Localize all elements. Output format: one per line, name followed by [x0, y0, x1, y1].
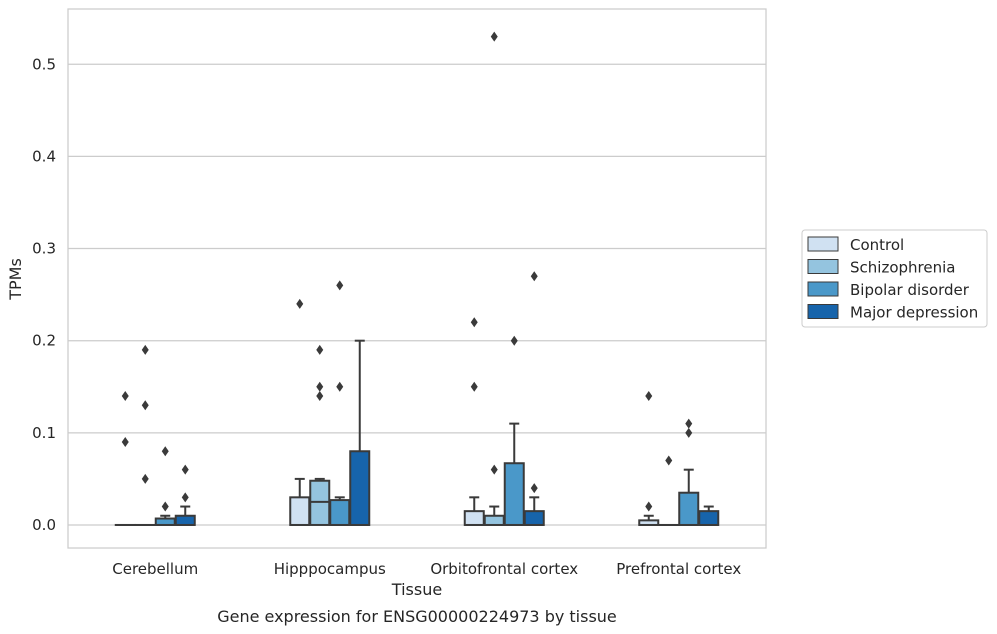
outlier-point	[685, 427, 693, 438]
y-tick-labels: 0.0 0.1 0.2 0.3 0.4 0.5	[32, 55, 56, 534]
box-2-0	[463, 317, 485, 526]
box	[329, 499, 351, 526]
outlier-point	[510, 335, 518, 346]
outlier-point	[490, 31, 498, 42]
y-axis-label: TPMs	[6, 258, 25, 301]
box-3-0	[638, 390, 660, 526]
legend-frame	[801, 229, 988, 328]
box	[523, 510, 545, 526]
x-axis-label: Tissue	[391, 580, 442, 599]
chart-caption: Gene expression for ENSG00000224973 by t…	[217, 607, 617, 626]
outlier-point	[141, 344, 149, 355]
box-2-3	[523, 271, 545, 526]
box	[349, 450, 371, 526]
box-1-1	[309, 344, 331, 526]
box-1-0	[289, 298, 311, 526]
outlier-point	[645, 501, 653, 512]
outlier-point	[316, 390, 324, 401]
outlier-point	[530, 483, 538, 494]
outlier-point	[316, 381, 324, 392]
legend-entry: Major depression	[850, 304, 978, 322]
box-1-2	[329, 280, 351, 526]
box-3-3	[698, 505, 720, 526]
box-2-1	[483, 31, 505, 526]
box-3-1	[658, 455, 680, 526]
outlier-point	[336, 381, 344, 392]
box	[698, 510, 720, 526]
box	[463, 510, 485, 526]
y-tick-label: 0.5	[32, 55, 56, 73]
outlier-point	[645, 390, 653, 401]
outlier-point	[336, 280, 344, 291]
box-1-3	[349, 339, 371, 526]
legend-entry: Control	[850, 236, 904, 254]
y-tick-label: 0.4	[32, 147, 56, 165]
box-0-2	[154, 446, 176, 526]
legend-swatch	[807, 304, 839, 319]
outlier-point	[296, 298, 304, 309]
legend-entry: Bipolar disorder	[850, 281, 970, 299]
box	[678, 491, 700, 526]
box-0-1	[134, 344, 156, 526]
x-tick-label: Orbitofrontal cortex	[430, 560, 578, 578]
legend-swatch	[807, 236, 839, 252]
legend-entry: Schizophrenia	[850, 259, 955, 277]
legend-swatch	[807, 259, 839, 274]
box-0-3	[174, 464, 196, 526]
box-3-2	[678, 418, 700, 526]
outlier-point	[161, 501, 169, 512]
x-tick-labels: Cerebellum Hipppocampus Orbitofrontal cort…	[112, 560, 741, 578]
box	[289, 496, 311, 526]
x-tick-label: Hipppocampus	[274, 560, 386, 578]
box	[503, 462, 525, 526]
y-tick-label: 0.1	[32, 424, 56, 442]
outlier-point	[685, 418, 693, 429]
y-tick-label: 0.0	[32, 516, 56, 534]
outlier-point	[181, 464, 189, 475]
outlier-point	[141, 400, 149, 411]
x-tick-label: Prefrontal cortex	[616, 560, 741, 578]
outlier-point	[470, 381, 478, 392]
legend-swatch	[807, 281, 839, 297]
outlier-point	[121, 437, 129, 448]
x-tick-label: Cerebellum	[112, 560, 198, 578]
outlier-point	[530, 271, 538, 282]
outlier-point	[141, 473, 149, 484]
box	[483, 514, 505, 526]
gridlines	[68, 63, 766, 526]
box	[174, 514, 196, 526]
legend: Control Schizophrenia Bipolar disorder Majo…	[801, 229, 988, 328]
outlier-point	[665, 455, 673, 466]
plot-frame	[67, 8, 767, 549]
y-tick-label: 0.3	[32, 240, 56, 258]
box-series	[114, 31, 720, 526]
outlier-point	[316, 344, 324, 355]
outlier-point	[470, 317, 478, 328]
box-0-0	[114, 390, 136, 526]
outlier-point	[161, 446, 169, 457]
outlier-point	[490, 464, 498, 475]
outlier-point	[181, 492, 189, 503]
outlier-point	[121, 390, 129, 401]
y-tick-label: 0.2	[32, 332, 56, 350]
box-2-2	[503, 335, 525, 526]
